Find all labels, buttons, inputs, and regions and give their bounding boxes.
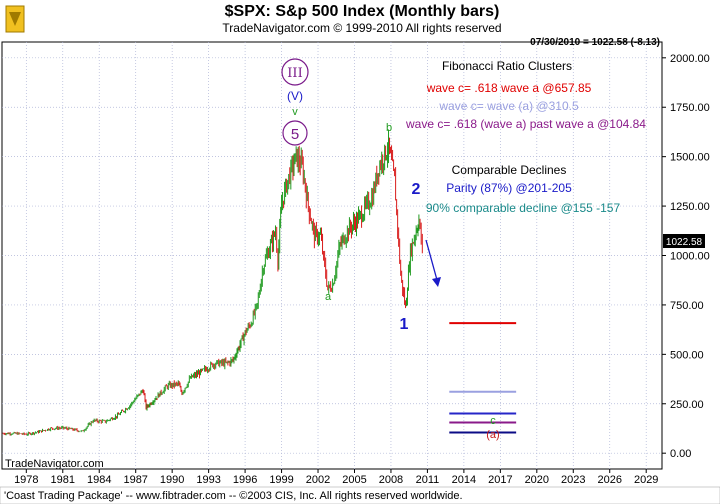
x-tick-label: 2002 <box>306 474 330 486</box>
wave-III-label: III <box>287 66 302 81</box>
y-tick-label: 2000.00 <box>670 53 710 65</box>
bull-bear-logo-icon <box>5 5 25 33</box>
chart-title: $SPX: S&p 500 Index (Monthly bars) <box>225 3 500 20</box>
x-tick-label: 2023 <box>561 474 585 486</box>
wave-1-label: 1 <box>400 316 409 333</box>
wave-v-small-label: v <box>292 106 298 118</box>
y-tick-label: 1000.00 <box>670 251 710 263</box>
fib-line-2: wave c= wave (a) @310.5 <box>438 99 579 113</box>
wave-5-label: 5 <box>291 126 299 143</box>
y-tick-label: 500.00 <box>670 349 704 361</box>
x-tick-label: 2026 <box>597 474 621 486</box>
reference-lines <box>449 322 517 434</box>
comparable-line-2: 90% comparable decline @155 -157 <box>426 201 621 215</box>
last-price-note: 07/30/2010 = 1022.58 (-8.13) <box>530 37 660 48</box>
x-tick-label: 2008 <box>379 474 403 486</box>
price-bars <box>2 129 423 436</box>
wave-5-circle <box>282 120 308 146</box>
x-tick-label: 2029 <box>634 474 658 486</box>
footer-bar <box>0 486 720 504</box>
x-tick-label: 1996 <box>233 474 257 486</box>
x-tick-label: 1993 <box>196 474 220 486</box>
x-tick-label: 1984 <box>87 474 111 486</box>
x-tick-label: 1978 <box>14 474 38 486</box>
wave-III-circle <box>281 58 309 86</box>
y-tick-label: 250.00 <box>670 399 704 411</box>
footer-credit: 'Coast Trading Package' -- www.fibtrader… <box>4 490 463 502</box>
x-tick-label: 2020 <box>525 474 549 486</box>
comparable-line-1: Parity (87%) @201-205 <box>446 181 572 195</box>
y-tick-label: 0.00 <box>670 448 691 460</box>
grid-layer <box>2 42 662 469</box>
chart-subtitle: TradeNavigator.com © 1999-2010 All right… <box>222 21 501 35</box>
x-tick-label: 2005 <box>342 474 366 486</box>
wave-a-label: a <box>325 291 332 303</box>
price-tag-value: 1022.58 <box>666 237 703 248</box>
x-tick-label: 1999 <box>269 474 293 486</box>
projection-arrow-icon <box>425 239 441 287</box>
comparable-title: Comparable Declines <box>452 163 567 177</box>
watermark: TradeNavigator.com <box>5 458 104 470</box>
x-axis-ticks: 1978 1981 1984 1987 1990 1993 1996 1999 2002 2005… <box>14 469 658 486</box>
fib-line-3: wave c= .618 (wave a) past wave a @104.8… <box>405 117 646 131</box>
y-tick-label: 1250.00 <box>670 201 710 213</box>
y-axis-ticks: 0.00 250.00 500.00 750.00 1000.00 1250.00 1500… <box>662 53 710 460</box>
price-tag-box <box>663 234 705 248</box>
fib-title: Fibonacci Ratio Clusters <box>442 59 572 73</box>
y-tick-label: 750.00 <box>670 300 704 312</box>
x-tick-label: 2014 <box>452 474 476 486</box>
wave-a-paren-label: (a) <box>486 429 499 441</box>
x-tick-label: 1990 <box>160 474 184 486</box>
wave-b-label: b <box>386 122 392 134</box>
y-tick-label: 1750.00 <box>670 102 710 114</box>
y-tick-label: 1500.00 <box>670 152 710 164</box>
fib-line-1: wave c= .618 wave a @657.85 <box>426 81 592 95</box>
x-tick-label: 2017 <box>488 474 512 486</box>
wave-c-label: c <box>490 415 496 427</box>
wave-V-label: (V) <box>287 89 303 103</box>
x-tick-label: 1987 <box>123 474 147 486</box>
x-tick-label: 2011 <box>416 474 440 486</box>
x-tick-label: 1981 <box>51 474 75 486</box>
wave-2-label: 2 <box>412 181 421 198</box>
